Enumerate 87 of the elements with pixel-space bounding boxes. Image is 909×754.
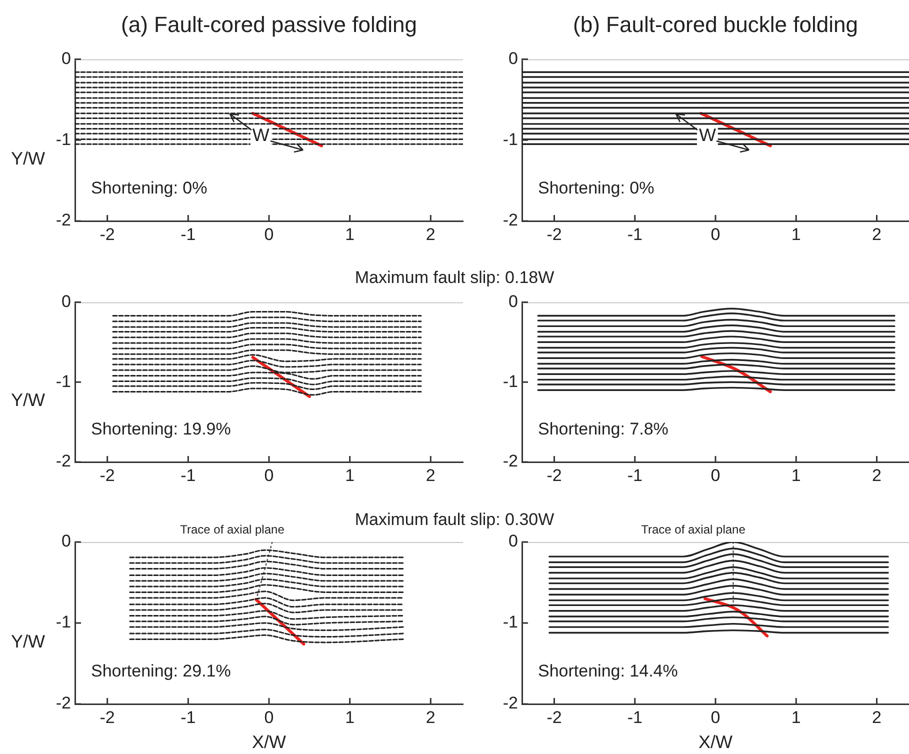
x-tick-label: -1 — [627, 224, 642, 244]
line-series — [129, 616, 404, 626]
y-tick-label: 0 — [62, 48, 71, 68]
x-tick-label: -2 — [100, 224, 115, 244]
y-tick-label: -1 — [502, 612, 518, 632]
x-tick-label: 2 — [872, 708, 882, 727]
annotation: Shortening: 0% — [538, 178, 654, 198]
x-tick-label: 0 — [264, 466, 274, 485]
line-series — [129, 567, 404, 576]
y-tick-label: -1 — [56, 612, 71, 632]
line-series — [129, 602, 404, 614]
x-axis-title: X/W — [698, 732, 733, 752]
line-series — [129, 584, 404, 593]
line-series — [112, 388, 422, 396]
x-tick-label: -2 — [100, 466, 115, 485]
y-tick-label: -2 — [56, 694, 71, 713]
line-series — [112, 360, 422, 368]
x-tick-label: 0 — [710, 708, 720, 727]
x-tick-label: 2 — [426, 466, 436, 485]
chart-subtitle: Maximum fault slip: 0.30W — [354, 510, 554, 529]
x-tick-label: 0 — [710, 224, 720, 244]
line-series — [129, 628, 404, 638]
chart-title: (a) Fault-cored passive folding — [120, 12, 418, 38]
x-tick-label: 2 — [872, 224, 882, 244]
y-tick-label: 0 — [508, 48, 518, 68]
x-tick-label: 1 — [345, 708, 355, 727]
x-tick-label: 2 — [426, 224, 436, 244]
y-tick-label: 0 — [508, 292, 518, 311]
y-axis-title: Y/W — [11, 148, 46, 168]
series-label: Trace of axial plane — [641, 522, 746, 536]
x-tick-label: 2 — [426, 708, 436, 727]
series-label: Trace of axial plane — [180, 522, 285, 536]
y-tick-label: -2 — [502, 694, 518, 713]
x-tick-label: -2 — [546, 224, 562, 244]
annotation: Shortening: 29.1% — [91, 661, 231, 680]
line-series — [129, 572, 404, 582]
x-tick-label: 2 — [872, 466, 882, 485]
annotation: W — [698, 125, 716, 146]
x-tick-label: 0 — [710, 466, 720, 485]
y-tick-label: -2 — [502, 452, 518, 471]
y-axis-title: Y/W — [11, 631, 46, 652]
x-tick-label: 1 — [791, 708, 801, 727]
x-tick-label: 0 — [264, 224, 274, 244]
x-tick-label: 1 — [345, 224, 355, 244]
line-series — [129, 597, 404, 608]
x-tick-label: 0 — [264, 708, 274, 727]
line-series — [112, 377, 422, 386]
x-tick-label: -1 — [180, 466, 196, 485]
x-axis-title: X/W — [252, 732, 286, 752]
y-tick-label: 0 — [62, 532, 71, 551]
line-series — [112, 354, 422, 362]
annotation: Shortening: 7.8% — [538, 420, 668, 439]
x-tick-label: -1 — [627, 466, 642, 485]
line-series — [112, 382, 422, 390]
y-tick-label: -1 — [56, 372, 71, 391]
line-series — [129, 549, 404, 558]
x-tick-label: -1 — [180, 224, 196, 244]
x-tick-label: 1 — [791, 224, 801, 244]
line-series — [129, 622, 404, 632]
x-tick-label: -2 — [100, 708, 115, 727]
x-tick-label: -1 — [180, 708, 196, 727]
line-series — [129, 590, 404, 602]
x-tick-label: -2 — [546, 466, 562, 485]
x-tick-label: -2 — [546, 708, 562, 727]
x-tick-label: 1 — [345, 466, 355, 485]
y-tick-label: 0 — [62, 292, 71, 311]
chart-subtitle: Maximum fault slip: 0.18W — [354, 268, 556, 288]
line-series — [129, 578, 404, 588]
line-series — [129, 560, 404, 570]
y-tick-label: 0 — [508, 532, 518, 551]
y-tick-label: -2 — [56, 210, 71, 230]
annotation: Shortening: 14.4% — [538, 661, 678, 680]
y-tick-label: -2 — [56, 452, 71, 471]
chart-title: (b) Fault-cored buckle folding — [572, 12, 859, 38]
line-series — [129, 634, 404, 644]
line-series — [129, 610, 404, 620]
annotation: Shortening: 19.9% — [91, 420, 231, 439]
y-axis-title: Y/W — [11, 390, 46, 410]
x-tick-label: -1 — [627, 708, 642, 727]
x-tick-label: 1 — [791, 466, 801, 485]
y-tick-label: -1 — [56, 130, 71, 149]
line-series — [129, 555, 404, 564]
y-tick-label: -1 — [502, 130, 518, 149]
y-tick-label: -2 — [502, 210, 518, 230]
y-tick-label: -1 — [502, 372, 518, 391]
annotation: Shortening: 0% — [91, 178, 208, 198]
annotation: W — [252, 125, 270, 146]
